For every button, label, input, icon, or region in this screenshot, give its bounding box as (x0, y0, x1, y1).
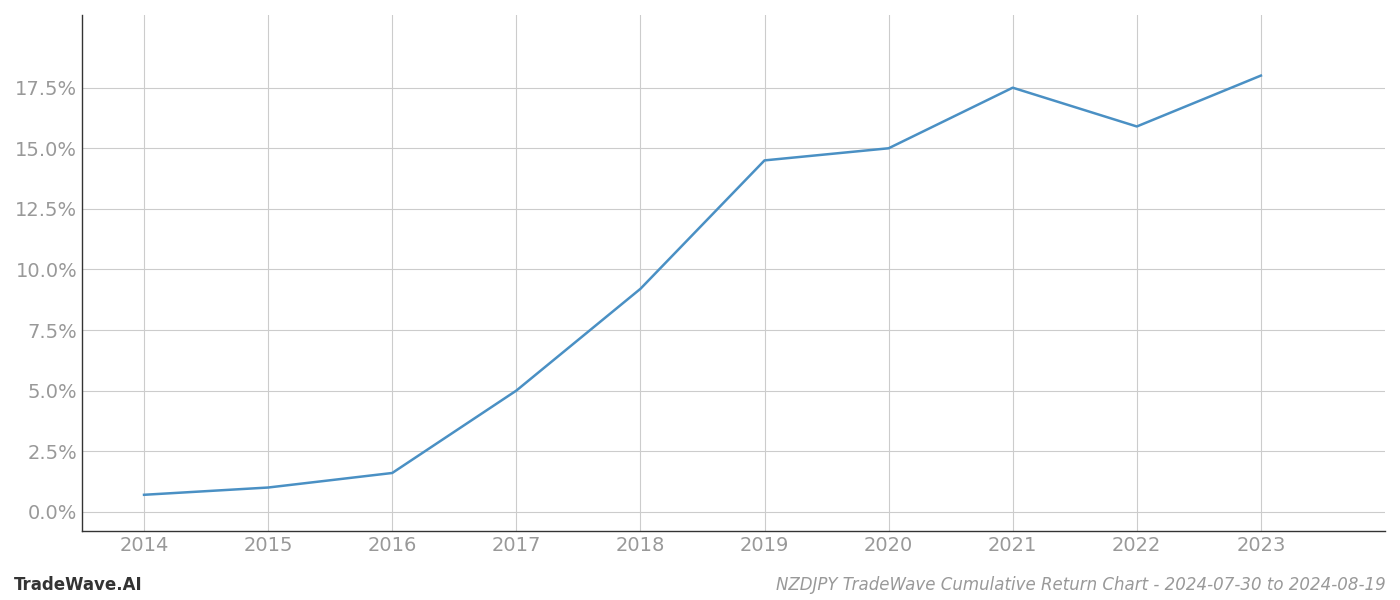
Text: NZDJPY TradeWave Cumulative Return Chart - 2024-07-30 to 2024-08-19: NZDJPY TradeWave Cumulative Return Chart… (776, 576, 1386, 594)
Text: TradeWave.AI: TradeWave.AI (14, 576, 143, 594)
